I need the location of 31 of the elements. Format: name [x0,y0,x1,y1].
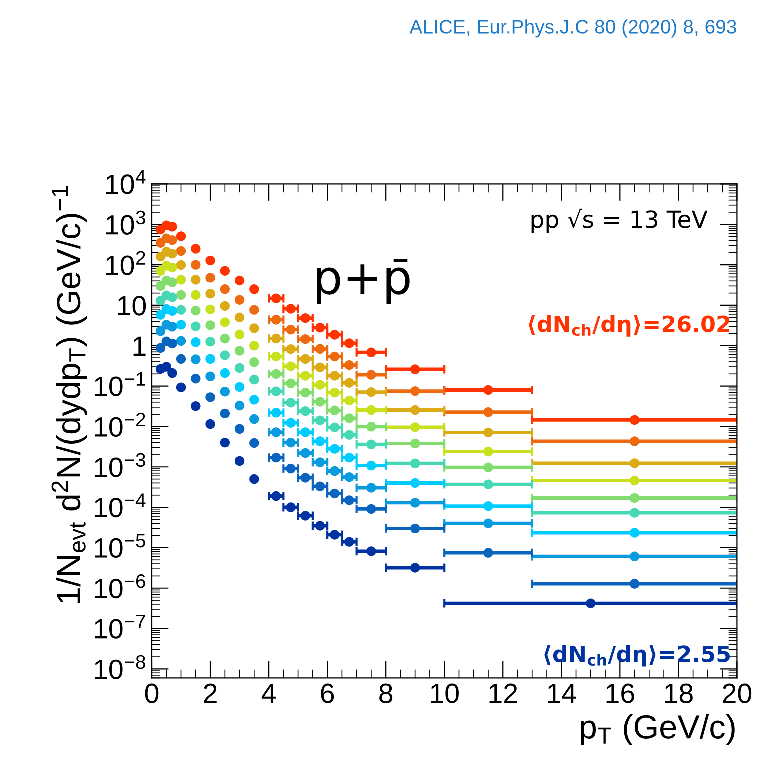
text: ⟨dN$_{ch}$/dη⟩=2.55 [544,645,730,667]
y-tick-label: 10$^{3}$ [106,210,146,235]
x-axis-title: p$_{T}$ (GeV/c) [581,714,735,746]
y-tick-label: 10$^{−2}$ [95,412,146,438]
y-tick-label: 10$^{−6}$ [95,574,146,599]
y-axis-title: 1/N$_{evt}$ d$^{2}$N/(dydp$_{T}$) (GeV/c)$^{−1}$ [52,186,88,604]
x-tick-label: 12 [490,684,518,704]
y-tick-label: 10$^{−3}$ [95,453,146,478]
x-tick-label: 10 [431,684,459,704]
x-tick-label: 2 [204,684,217,704]
x-tick-label: 20 [723,684,752,704]
y-tick-label: 10$^{−7}$ [95,614,146,639]
annotation: pp √s = 13 TeV [532,208,708,233]
x-tick-label: 16 [606,684,634,704]
y-tick-label: 10$^{2}$ [106,251,146,276]
annotation: p+p̄ [317,259,410,304]
y-tick-label: 10$^{4}$ [106,170,146,194]
y-tick-label: 10$^{−5}$ [95,534,146,558]
y-tick-label: 1 [134,336,146,356]
x-tick-label: 8 [380,684,393,704]
x-tick-label: 18 [665,684,693,704]
x-tick-label: 0 [145,684,159,704]
y-tick-label: 10$^{−8}$ [95,655,146,680]
x-tick-label: 4 [262,684,276,704]
x-tick-label: 14 [548,684,576,704]
y-tick-label: 10$^{−4}$ [95,494,146,518]
x-tick-label: 6 [321,684,334,704]
text: ⟨dN$_{ch}$/dη⟩=26.02 [529,315,730,337]
y-tick-label: 10$^{−1}$ [95,372,146,396]
y-tick-label: 10 [118,296,146,316]
chart-title: ALICE, Eur.Phys.J.C 80 (2020) 8, 693 [410,20,736,38]
